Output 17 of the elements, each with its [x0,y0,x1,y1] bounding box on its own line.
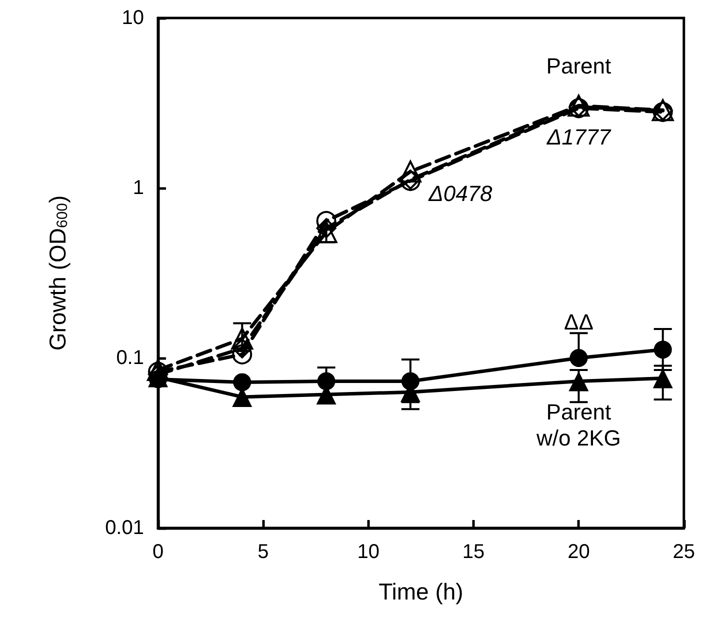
series-label: Δ1777 [546,124,612,150]
x-tick-label: 0 [152,541,164,563]
y-tick-label: 0.01 [105,517,144,539]
x-tick-label: 5 [258,541,269,563]
series-label: Parent w/o 2KG [536,400,621,451]
x-tick-label: 25 [672,541,695,563]
y-tick-label: 10 [122,7,144,29]
series-label: Parent [546,54,612,79]
x-tick-label: 10 [357,541,380,563]
y-tick-label: 1 [132,177,144,199]
x-tick-label: 20 [568,541,590,563]
y-tick-label: 0.1 [116,347,144,369]
series-label: ΔΔ [564,310,594,334]
x-axis-title: Time (h) [378,578,464,604]
y-axis-title: Growth (OD600) [44,195,71,351]
series-label: Δ0478 [428,181,494,206]
x-tick-label: 15 [462,541,485,563]
